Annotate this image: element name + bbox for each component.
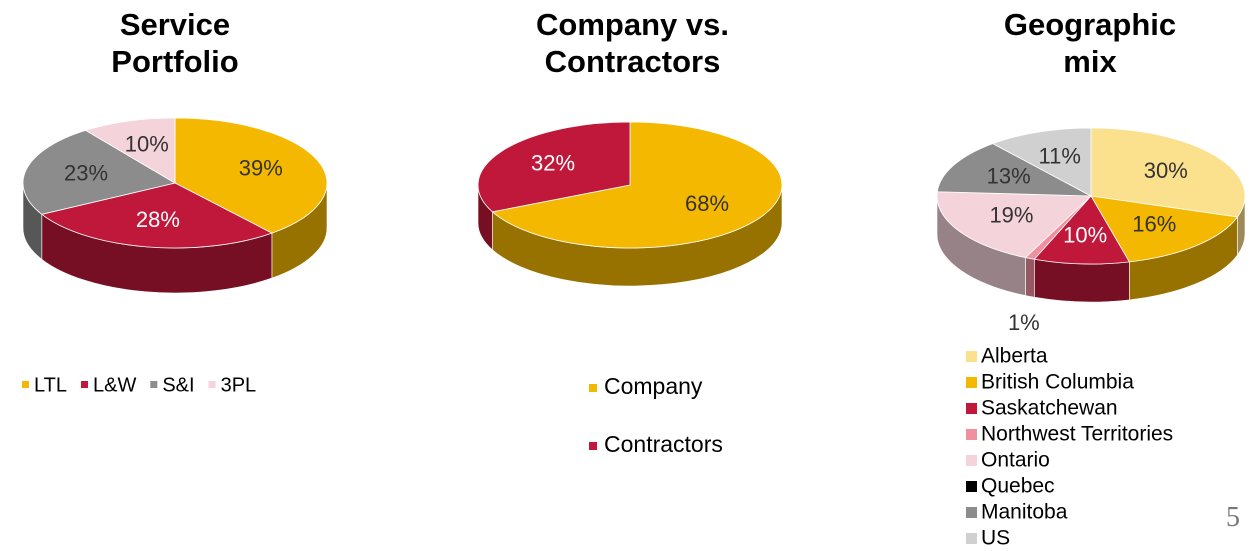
slice <box>174 117 328 234</box>
legend-label: Saskatchewan <box>981 397 1118 420</box>
legend-swatch <box>966 533 977 544</box>
slice <box>936 191 1092 258</box>
slice <box>491 121 783 249</box>
slice <box>22 129 177 215</box>
data-label: 10% <box>1063 223 1107 248</box>
data-label: 30% <box>1144 158 1188 183</box>
page-number: 5 <box>1226 502 1240 533</box>
legend-swatch <box>80 381 88 388</box>
legend-label: S&I <box>162 374 194 396</box>
data-label: 39% <box>239 156 283 181</box>
legend-label: Alberta <box>981 345 1048 368</box>
data-label: 16% <box>1132 212 1176 237</box>
legend-label: Contractors <box>604 431 723 457</box>
data-label: 32% <box>531 151 575 176</box>
legend-label: LTL <box>34 374 67 396</box>
legend-swatch <box>966 455 977 466</box>
legend-swatch <box>22 381 29 388</box>
legend-swatch <box>589 442 597 450</box>
data-label: 1% <box>1008 310 1040 335</box>
legend-label: Northwest Territories <box>981 423 1173 446</box>
slice <box>84 117 176 184</box>
slice <box>40 182 273 249</box>
data-label: 11% <box>1038 143 1080 168</box>
legend-swatch <box>966 507 977 518</box>
legend-swatch <box>589 384 597 392</box>
slice <box>991 127 1092 197</box>
legend-label: Quebec <box>981 475 1055 498</box>
legend-swatch <box>966 377 977 388</box>
slice-side <box>1034 258 1130 303</box>
data-label: 23% <box>64 160 108 185</box>
legend-swatch <box>966 429 977 440</box>
slice-side <box>1025 257 1035 298</box>
legend-label: Manitoba <box>981 501 1068 524</box>
legend-label: British Columbia <box>981 371 1134 394</box>
legend-label: Ontario <box>981 449 1050 472</box>
data-label: 19% <box>989 203 1033 228</box>
slice <box>477 121 631 213</box>
legend-swatch <box>966 351 977 362</box>
legend-swatch <box>966 403 977 414</box>
legend-swatch <box>150 381 158 388</box>
slice <box>1033 195 1130 265</box>
slice <box>1090 127 1246 218</box>
chart-title: Company vs. Contractors <box>536 7 729 79</box>
data-label: 13% <box>987 163 1031 188</box>
data-label: 68% <box>685 191 729 216</box>
legend-swatch <box>208 381 216 388</box>
slice <box>1090 195 1239 263</box>
slice <box>936 143 1092 197</box>
legend-label: 3PL <box>221 374 257 396</box>
legend-label: L&W <box>93 374 136 396</box>
chart-title: Service Portfolio <box>111 7 239 79</box>
data-label: 10% <box>125 132 169 157</box>
legend-swatch <box>966 481 977 492</box>
legend-label: Company <box>604 373 703 399</box>
legend-label: US <box>981 527 1010 550</box>
data-label: 28% <box>136 207 180 232</box>
chart-title: Geographic mix <box>1003 7 1177 79</box>
